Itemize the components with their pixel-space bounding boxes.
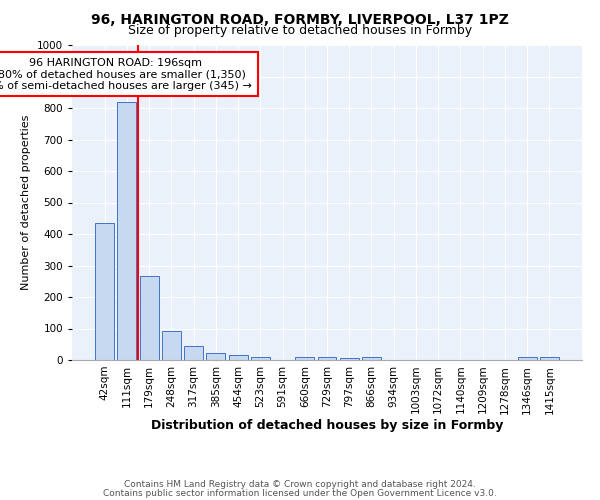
- Bar: [118, 102, 136, 360]
- Bar: [362, 358, 381, 360]
- Text: 96, HARINGTON ROAD, FORMBY, LIVERPOOL, L37 1PZ: 96, HARINGTON ROAD, FORMBY, LIVERPOOL, L…: [91, 12, 509, 26]
- Bar: [206, 353, 225, 360]
- Y-axis label: Number of detached properties: Number of detached properties: [21, 115, 31, 290]
- Text: Contains HM Land Registry data © Crown copyright and database right 2024.: Contains HM Land Registry data © Crown c…: [124, 480, 476, 489]
- Bar: [184, 346, 203, 360]
- Text: Contains public sector information licensed under the Open Government Licence v3: Contains public sector information licen…: [103, 488, 497, 498]
- Bar: [251, 357, 270, 360]
- Text: 96 HARINGTON ROAD: 196sqm
← 80% of detached houses are smaller (1,350)
20% of se: 96 HARINGTON ROAD: 196sqm ← 80% of detac…: [0, 58, 252, 91]
- Bar: [140, 276, 158, 360]
- X-axis label: Distribution of detached houses by size in Formby: Distribution of detached houses by size …: [151, 419, 503, 432]
- Bar: [540, 358, 559, 360]
- Bar: [95, 224, 114, 360]
- Bar: [340, 358, 359, 360]
- Text: Size of property relative to detached houses in Formby: Size of property relative to detached ho…: [128, 24, 472, 37]
- Bar: [518, 358, 536, 360]
- Bar: [229, 355, 248, 360]
- Bar: [317, 358, 337, 360]
- Bar: [295, 356, 314, 360]
- Bar: [162, 331, 181, 360]
